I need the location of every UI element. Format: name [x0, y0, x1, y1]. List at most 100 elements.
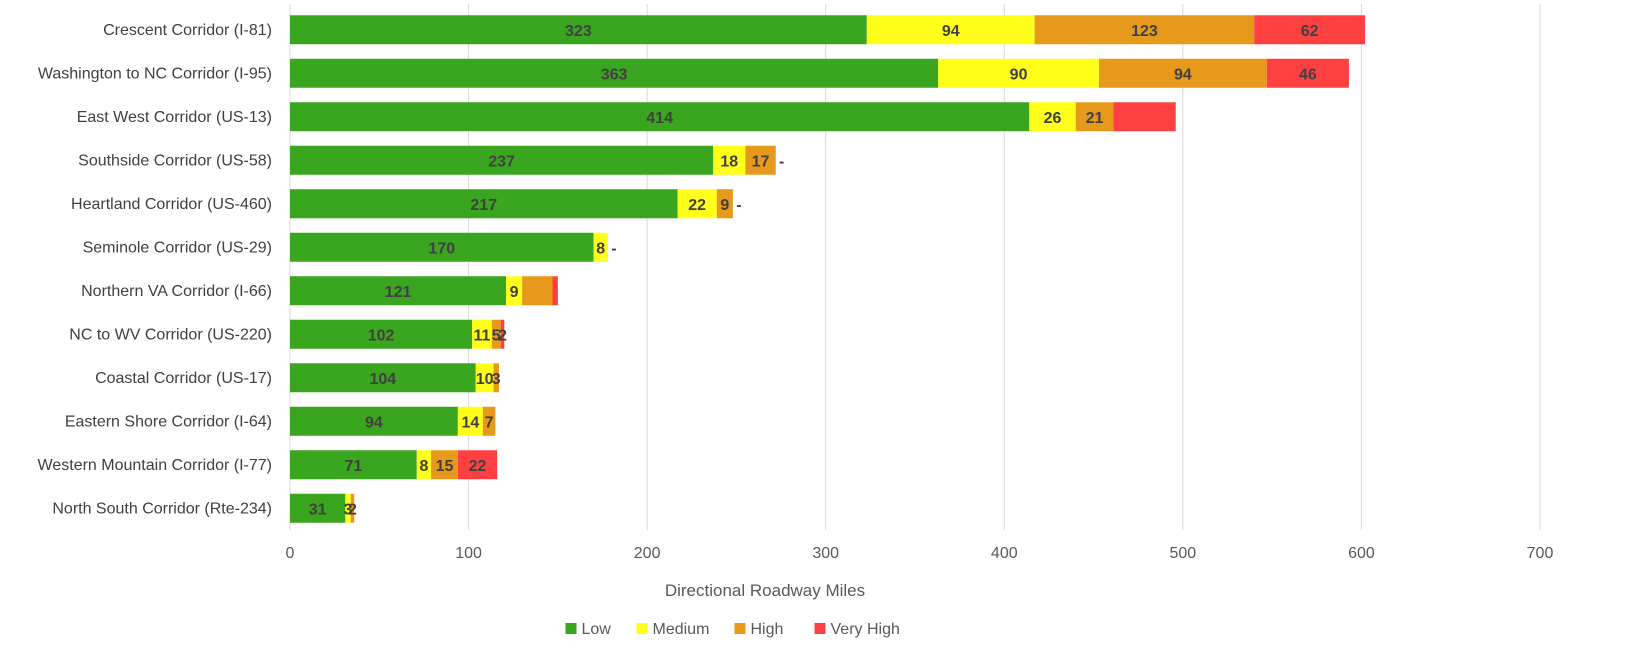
legend: Low Medium High Very High — [565, 621, 900, 638]
bar-segment — [290, 319, 473, 349]
data-label: 3 — [492, 371, 501, 388]
data-label: 46 — [1299, 66, 1317, 83]
data-label: 62 — [1301, 23, 1319, 40]
bar-segment — [713, 145, 746, 175]
bar-segment — [1254, 15, 1365, 45]
bar-segment — [457, 406, 483, 436]
bar-segment — [716, 189, 733, 219]
x-tick-label: 700 — [1527, 545, 1554, 562]
category-label: Eastern Shore Corridor (I-64) — [65, 413, 272, 430]
bar-segment — [1075, 102, 1114, 132]
legend-label: Very High — [831, 621, 900, 638]
bar-segment — [500, 319, 505, 349]
bar-segment — [431, 450, 458, 480]
x-tick-label: 300 — [812, 545, 839, 562]
bar-segment — [290, 102, 1030, 132]
data-label: 22 — [469, 458, 487, 475]
data-label: 2 — [348, 501, 357, 518]
data-label: 11 — [474, 327, 491, 344]
data-label: - — [736, 197, 741, 214]
data-label: 104 — [370, 371, 397, 388]
data-label: 123 — [1131, 23, 1158, 40]
data-label: 3 — [344, 501, 353, 518]
bar-segment — [290, 493, 346, 523]
bar-segment — [491, 319, 501, 349]
bar-segment — [290, 232, 594, 262]
category-label: East West Corridor (US-13) — [77, 109, 272, 126]
data-label: 94 — [1174, 66, 1192, 83]
bar-segment — [1113, 102, 1176, 132]
bar-segment — [522, 276, 553, 306]
data-label: 217 — [470, 197, 497, 214]
data-label: 121 — [385, 284, 412, 301]
legend-swatch — [636, 623, 648, 634]
bar-segment — [482, 406, 496, 436]
category-label: Northern VA Corridor (I-66) — [81, 283, 272, 300]
bar-segment — [506, 276, 523, 306]
legend-label: Medium — [653, 621, 710, 638]
data-label: 21 — [1086, 110, 1104, 127]
category-label: Western Mountain Corridor (I-77) — [38, 457, 272, 474]
bar-segment — [745, 145, 776, 175]
bar-segment — [677, 189, 717, 219]
bar-segment — [457, 450, 498, 480]
data-label: 323 — [565, 23, 592, 40]
data-label: 17 — [752, 153, 770, 170]
bar-segment — [475, 363, 494, 393]
category-label: North South Corridor (Rte-234) — [52, 500, 272, 517]
x-axis-ticks: 0 100 200 300 400 500 600 700 — [286, 545, 1554, 562]
bar-segment — [290, 363, 476, 393]
category-labels: Crescent Corridor (I-81) Washington to NC… — [38, 22, 272, 518]
category-label: Coastal Corridor (US-17) — [95, 370, 272, 387]
legend-swatch — [814, 623, 826, 634]
category-label: Crescent Corridor (I-81) — [103, 22, 272, 39]
x-axis-title: Directional Roadway Miles — [665, 581, 865, 600]
data-label: 31 — [309, 501, 327, 518]
data-label: 22 — [688, 197, 706, 214]
data-label: 71 — [344, 458, 362, 475]
data-label: 414 — [646, 110, 673, 127]
legend-label: High — [751, 621, 784, 638]
bar-segment — [290, 15, 867, 45]
bar-segment — [290, 145, 714, 175]
gridlines — [289, 4, 1541, 530]
data-label: 18 — [720, 153, 738, 170]
bar-segment — [290, 189, 678, 219]
x-tick-label: 600 — [1348, 545, 1375, 562]
data-label: 5 — [492, 327, 501, 344]
data-label: 8 — [596, 240, 605, 257]
data-label: 14 — [461, 414, 479, 431]
legend-swatch — [565, 623, 577, 634]
data-label: 26 — [1044, 110, 1062, 127]
category-label: NC to WV Corridor (US-220) — [69, 326, 272, 343]
data-label: 10 — [476, 371, 494, 388]
data-label: - — [611, 240, 616, 257]
category-label: Washington to NC Corridor (I-95) — [38, 65, 272, 82]
data-label: 2 — [498, 327, 507, 344]
bar-segment — [290, 276, 507, 306]
data-label: 15 — [436, 458, 454, 475]
bar-segment — [593, 232, 608, 262]
bar-segment — [552, 276, 558, 306]
data-label: 9 — [510, 284, 519, 301]
data-label: 94 — [942, 23, 960, 40]
data-label: 94 — [365, 414, 383, 431]
data-label: 7 — [485, 414, 494, 431]
legend-swatch — [734, 623, 746, 634]
bar-segment — [938, 58, 1099, 88]
data-label: - — [779, 153, 784, 170]
bar-segment — [866, 15, 1035, 45]
bar-segment — [416, 450, 432, 480]
bar-segment — [1034, 15, 1255, 45]
bars — [290, 15, 1365, 523]
x-tick-label: 0 — [286, 545, 295, 562]
bar-segment — [493, 363, 499, 393]
category-label: Heartland Corridor (US-460) — [71, 196, 272, 213]
bar-segment — [472, 319, 492, 349]
bar-segment — [1266, 58, 1349, 88]
data-label: 8 — [419, 458, 428, 475]
category-label: Southside Corridor (US-58) — [78, 152, 272, 169]
bar-segment — [345, 493, 351, 523]
